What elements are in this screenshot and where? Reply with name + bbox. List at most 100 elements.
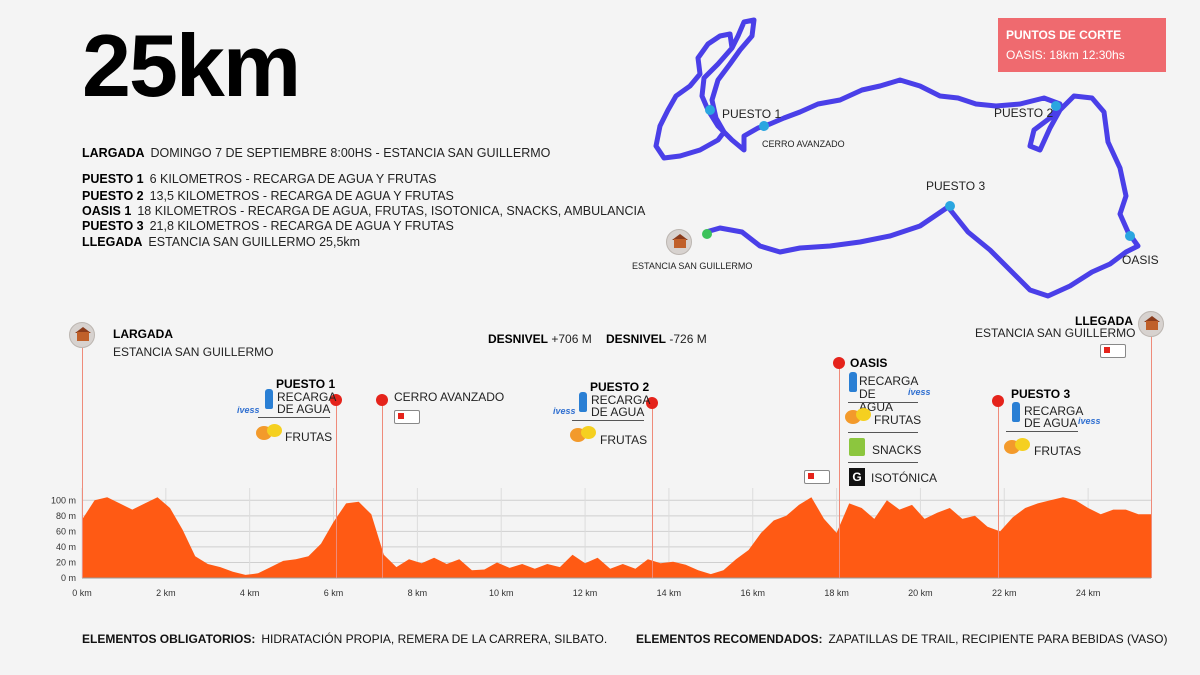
info-row-largada: LARGADA DOMINGO 7 DE SEPTIEMBRE 8:00HS - … <box>82 146 551 160</box>
llegada-ambulance-icon <box>1100 344 1126 358</box>
marker-line-puesto1 <box>336 404 337 578</box>
race-distance-title: 25km <box>82 16 301 115</box>
desnivel-down: DESNIVEL -726 M <box>606 332 707 346</box>
map-label-oasis: OASIS <box>1122 253 1159 267</box>
y-tick-label: 100 m <box>51 495 76 505</box>
puesto1-frutas: FRUTAS <box>285 430 333 444</box>
x-tick-label: 4 km <box>240 588 260 598</box>
route-path <box>653 17 1141 299</box>
info-row-llegada: LLEGADA ESTANCIA SAN GUILLERMO 25,5km <box>82 235 361 249</box>
puesto1-ivess-logo: ivess <box>237 405 260 415</box>
desnivel-up: DESNIVEL +706 M <box>488 332 592 346</box>
puesto3-pin-icon <box>992 395 1004 407</box>
y-tick-label: 60 m <box>56 526 76 536</box>
info-row-puesto3: PUESTO 3 21,8 KILOMETROS - RECARGA DE AGU… <box>82 219 454 233</box>
oasis-fruit-icon <box>845 406 871 424</box>
marker-line-llegada <box>1151 336 1152 578</box>
x-tick-label: 16 km <box>740 588 765 598</box>
oasis-divider-1 <box>848 402 918 403</box>
map-point-puesto2 <box>1051 101 1061 111</box>
puesto2-water-bottle-icon <box>579 392 587 412</box>
cutoff-heading: PUNTOS DE CORTE <box>1006 28 1122 42</box>
x-tick-label: 6 km <box>324 588 344 598</box>
map-point-start <box>702 229 712 239</box>
profile-puesto1-label: PUESTO 1 <box>276 377 336 391</box>
route-map <box>653 17 1141 299</box>
oasis-recarga: RECARGA DE AGUA <box>859 374 918 414</box>
oasis-divider-3 <box>848 462 918 463</box>
puesto3-recarga-1: RECARGA <box>1024 404 1084 418</box>
profile-llegada-place: ESTANCIA SAN GUILLERMO <box>975 326 1136 340</box>
map-label-puesto2: PUESTO 2 <box>994 106 1054 120</box>
puesto1-recarga-2: DE AGUA <box>277 402 331 416</box>
x-tick-label: 24 km <box>1076 588 1101 598</box>
footer-obligatorios: ELEMENTOS OBLIGATORIOS: HIDRATACIÓN PROPI… <box>82 632 608 646</box>
x-tick-label: 0 km <box>72 588 92 598</box>
cerro-pin-icon <box>376 394 388 406</box>
oasis-ivess-logo: ivess <box>908 387 931 397</box>
puesto2-pin-icon <box>646 397 658 409</box>
oasis-gatorade-icon: G <box>849 468 865 486</box>
profile-oasis-label: OASIS <box>850 356 888 370</box>
oasis-pin-icon <box>833 357 845 369</box>
cutoff-box: PUNTOS DE CORTE OASIS: 18km 12:30hs <box>998 18 1166 72</box>
cutoff-text: OASIS: 18km 12:30hs <box>1006 48 1125 62</box>
puesto1-fruit-icon <box>256 422 282 440</box>
info-row-puesto2: PUESTO 2 13,5 KILOMETROS - RECARGA DE AGU… <box>82 189 454 203</box>
info-row-oasis: OASIS 1 18 KILOMETROS - RECARGA DE AGUA, … <box>82 204 646 218</box>
puesto1-water-bottle-icon <box>265 389 273 409</box>
map-point-oasis <box>1125 231 1135 241</box>
llegada-house-icon <box>1138 311 1164 337</box>
profile-puesto2-label: PUESTO 2 <box>590 380 650 394</box>
map-point-puesto1 <box>705 105 715 115</box>
y-tick-label: 40 m <box>56 542 76 552</box>
puesto3-frutas: FRUTAS <box>1034 444 1082 458</box>
puesto1-divider <box>258 417 330 418</box>
puesto2-recarga-1: RECARGA <box>591 393 651 407</box>
profile-llegada-label: LLEGADA <box>1075 314 1133 328</box>
map-label-puesto1: PUESTO 1 <box>722 107 782 121</box>
profile-largada-place: ESTANCIA SAN GUILLERMO <box>113 345 274 359</box>
marker-line-puesto3 <box>998 406 999 578</box>
map-label-cerro: CERRO AVANZADO <box>762 139 845 149</box>
profile-largada-label: LARGADA <box>113 327 173 341</box>
puesto1-recarga-1: RECARGA <box>277 390 337 404</box>
y-tick-label: 80 m <box>56 511 76 521</box>
cerro-ambulance-icon <box>394 410 420 424</box>
map-house-icon <box>666 229 692 255</box>
puesto1-pin-icon <box>330 394 342 406</box>
marker-line-puesto2 <box>652 408 653 578</box>
oasis-frutas: FRUTAS <box>874 413 922 427</box>
map-point-cerro <box>759 121 769 131</box>
x-tick-label: 10 km <box>489 588 514 598</box>
x-tick-label: 8 km <box>408 588 428 598</box>
y-tick-label: 0 m <box>61 573 76 583</box>
puesto2-divider <box>572 420 644 421</box>
puesto2-fruit-icon <box>570 424 596 442</box>
x-tick-label: 18 km <box>824 588 849 598</box>
puesto3-recarga-2: DE AGUA <box>1024 416 1078 430</box>
oasis-snacks: SNACKS <box>872 443 922 457</box>
x-tick-label: 2 km <box>156 588 176 598</box>
marker-line-cerro <box>382 404 383 578</box>
y-tick-label: 20 m <box>56 557 76 567</box>
footer-recomendados: ELEMENTOS RECOMENDADOS: ZAPATILLAS DE TRA… <box>636 632 1168 646</box>
x-tick-label: 20 km <box>908 588 933 598</box>
x-tick-label: 14 km <box>657 588 682 598</box>
marker-line-oasis <box>839 368 840 578</box>
puesto2-recarga-2: DE AGUA <box>591 405 645 419</box>
map-label-estancia: ESTANCIA SAN GUILLERMO <box>632 261 753 271</box>
puesto3-fruit-icon <box>1004 436 1030 454</box>
puesto2-ivess-logo: ivess <box>553 406 576 416</box>
oasis-divider-2 <box>848 432 918 433</box>
puesto3-water-bottle-icon <box>1012 402 1020 422</box>
oasis-water-bottle-icon <box>849 372 857 392</box>
map-point-puesto3 <box>945 201 955 211</box>
profile-puesto3-label: PUESTO 3 <box>1011 387 1071 401</box>
marker-line-largada <box>82 348 83 578</box>
map-label-puesto3: PUESTO 3 <box>926 179 986 193</box>
puesto3-ivess-logo: ivess <box>1078 416 1101 426</box>
x-tick-label: 12 km <box>573 588 598 598</box>
elevation-area <box>82 497 1151 578</box>
